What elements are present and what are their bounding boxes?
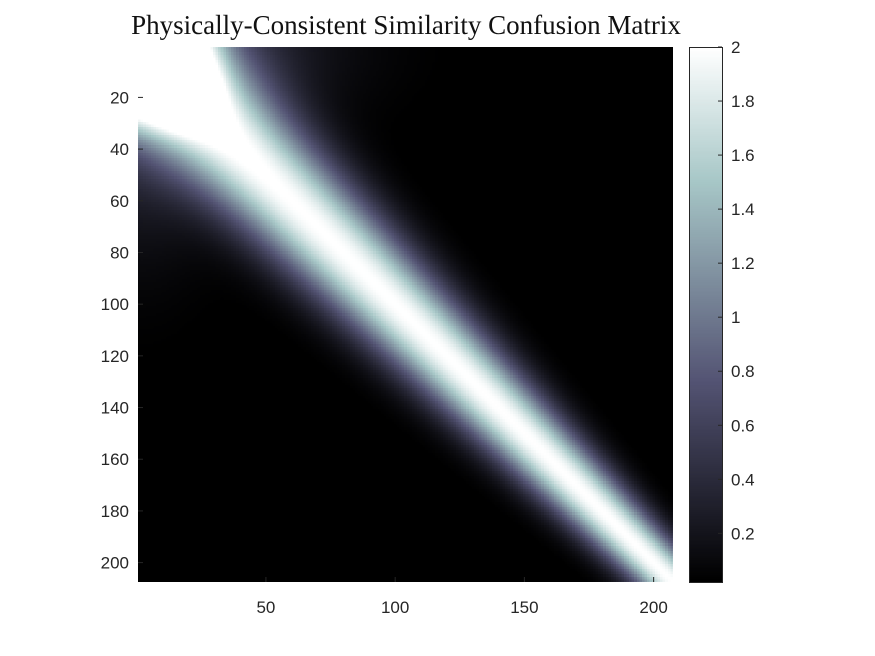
heatmap-plot-area: 50 100 150 200 20 40 60 80 100 120 140 160 180 200 xyxy=(101,47,673,617)
x-tick-label: 100 xyxy=(381,598,409,617)
colorbar-tick-label: 1.8 xyxy=(731,92,755,111)
chart-title: Physically-Consistent Similarity Confusi… xyxy=(131,10,681,40)
colorbar-tick-label: 0.6 xyxy=(731,416,755,435)
x-tick-label: 150 xyxy=(510,598,538,617)
y-tick-label: 100 xyxy=(101,295,129,314)
colorbar-canvas-container xyxy=(689,47,722,582)
colorbar-tick-label: 1.4 xyxy=(731,200,755,219)
confusion-matrix-heatmap xyxy=(138,47,673,582)
x-axis-ticks: 50 100 150 200 xyxy=(256,577,668,617)
colorbar-gradient xyxy=(689,47,722,582)
y-tick-label: 120 xyxy=(101,347,129,366)
heatmap-canvas-container xyxy=(138,47,673,582)
y-tick-label: 180 xyxy=(101,502,129,521)
x-tick-label: 50 xyxy=(256,598,275,617)
colorbar-tick-label: 0.4 xyxy=(731,470,755,489)
y-axis-ticks: 20 40 60 80 100 120 140 160 180 200 xyxy=(101,88,143,573)
colorbar-tick-label: 1.2 xyxy=(731,254,755,273)
colorbar-tick-label: 0.2 xyxy=(731,524,755,543)
colorbar-ticks: 0.2 0.4 0.6 0.8 1 1.2 1.4 1.6 1.8 2 xyxy=(718,38,755,543)
colorbar-tick-label: 0.8 xyxy=(731,362,755,381)
colorbar-tick-label: 1 xyxy=(731,308,740,327)
x-tick-label: 200 xyxy=(639,598,667,617)
colorbar: 0.2 0.4 0.6 0.8 1 1.2 1.4 1.6 1.8 2 xyxy=(689,38,755,583)
colorbar-tick-label: 1.6 xyxy=(731,146,755,165)
y-tick-label: 160 xyxy=(101,450,129,469)
colorbar-border xyxy=(689,47,723,583)
y-tick-label: 200 xyxy=(101,554,129,573)
colorbar-tick-label: 2 xyxy=(731,38,740,57)
y-tick-label: 140 xyxy=(101,399,129,418)
y-tick-label: 60 xyxy=(110,192,129,211)
y-tick-label: 40 xyxy=(110,140,129,159)
y-tick-label: 80 xyxy=(110,243,129,262)
y-tick-label: 20 xyxy=(110,88,129,107)
